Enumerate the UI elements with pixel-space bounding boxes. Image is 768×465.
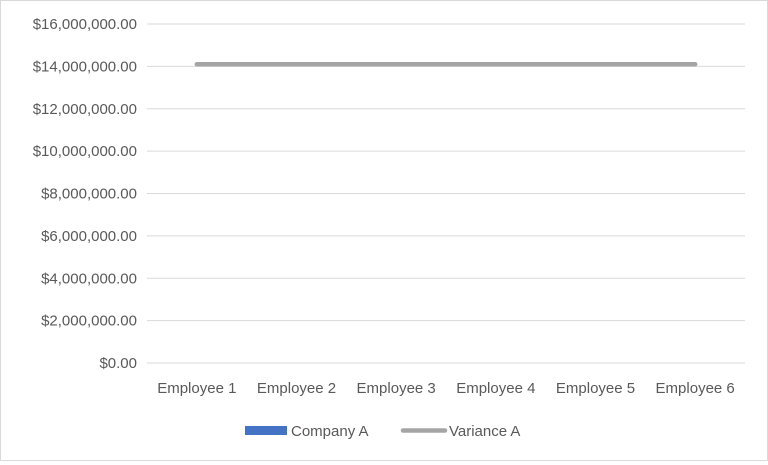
y-tick-label: $16,000,000.00 [33, 16, 137, 33]
x-tick-label: Employee 2 [257, 380, 336, 397]
y-tick-label: $10,000,000.00 [33, 143, 137, 160]
y-axis-tick-labels: $0.00 $2,000,000.00 $4,000,000.00 $6,000,00… [33, 16, 137, 372]
x-tick-label: Employee 1 [157, 380, 236, 397]
x-tick-label: Employee 6 [656, 380, 735, 397]
x-axis-tick-labels: Employee 1 Employee 2 Employee 3 Employee 4… [157, 380, 735, 397]
legend: Company A Variance A [245, 423, 520, 440]
y-tick-label: $2,000,000.00 [41, 313, 137, 330]
legend-label: Variance A [449, 423, 520, 440]
x-tick-label: Employee 3 [357, 380, 436, 397]
y-tick-label: $4,000,000.00 [41, 270, 137, 287]
y-tick-label: $8,000,000.00 [41, 186, 137, 203]
y-tick-label: $0.00 [99, 355, 137, 372]
y-tick-label: $6,000,000.00 [41, 228, 137, 245]
y-tick-label: $12,000,000.00 [33, 101, 137, 118]
x-tick-label: Employee 4 [456, 380, 535, 397]
gridlines [147, 23, 745, 364]
y-tick-label: $14,000,000.00 [33, 58, 137, 75]
legend-swatch [245, 426, 287, 435]
legend-label: Company A [291, 423, 369, 440]
x-tick-label: Employee 5 [556, 380, 635, 397]
